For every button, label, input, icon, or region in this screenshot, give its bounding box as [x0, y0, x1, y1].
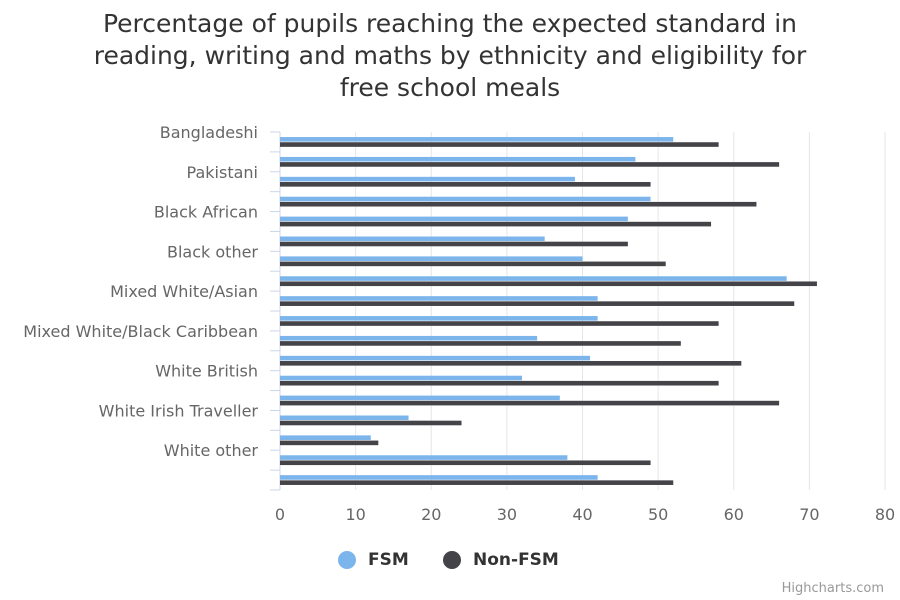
- bar-fsm: [280, 276, 787, 281]
- bar-fsm: [280, 335, 538, 341]
- legend-non-fsm-marker: [443, 551, 461, 569]
- category-label: Mixed White/Asian: [110, 282, 258, 301]
- bar-non-fsm: [280, 201, 757, 207]
- bar-non-fsm: [280, 400, 780, 406]
- bar-fsm: [280, 316, 598, 321]
- bar-fsm: [280, 216, 628, 222]
- bar-non-fsm: [280, 341, 681, 346]
- bar-fsm: [280, 156, 636, 162]
- x-tick-label: 50: [648, 505, 668, 524]
- credits-link[interactable]: Highcharts.com: [781, 581, 884, 596]
- category-label: Black African: [154, 203, 258, 222]
- category-label: Black other: [167, 242, 258, 261]
- bar-fsm: [280, 196, 651, 202]
- bar-fsm: [280, 355, 591, 361]
- bar-non-fsm: [280, 162, 780, 167]
- bar-fsm: [280, 137, 674, 142]
- x-tick-label: 70: [799, 505, 819, 524]
- bar-non-fsm: [280, 281, 817, 287]
- bar-non-fsm: [280, 142, 719, 147]
- legend-fsm-label: FSM: [368, 550, 409, 570]
- x-tick-label: 30: [497, 505, 517, 524]
- chart-title: Percentage of pupils reaching the expect…: [93, 9, 807, 102]
- bar-fsm: [280, 475, 598, 480]
- x-tick-label: 60: [724, 505, 744, 524]
- category-label: Bangladeshi: [160, 123, 258, 142]
- bar-non-fsm: [280, 440, 379, 446]
- bar-non-fsm: [280, 460, 651, 466]
- category-label: Pakistani: [187, 163, 258, 182]
- x-tick-label: 20: [421, 505, 441, 524]
- bar-non-fsm: [280, 261, 666, 267]
- legend-non-fsm-label: Non-FSM: [473, 550, 559, 570]
- bar-fsm: [280, 455, 568, 460]
- bar-fsm: [280, 256, 583, 261]
- x-tick-label: 10: [345, 505, 365, 524]
- bar-non-fsm: [280, 380, 719, 386]
- bar-fsm: [280, 176, 575, 182]
- bar-fsm: [280, 395, 560, 401]
- bar-fsm: [280, 435, 371, 440]
- legend-item-non-fsm[interactable]: Non-FSM: [443, 548, 559, 572]
- bar-non-fsm: [280, 301, 795, 306]
- category-label: Mixed White/Black Caribbean: [23, 322, 258, 341]
- bar-non-fsm: [280, 420, 462, 426]
- legend-item-fsm[interactable]: FSM: [338, 548, 409, 572]
- category-label: White Irish Traveller: [99, 401, 259, 420]
- bar-non-fsm: [280, 480, 674, 485]
- bar-non-fsm: [280, 182, 651, 187]
- x-tick-label: 0: [275, 505, 285, 524]
- legend-fsm-marker: [338, 551, 356, 569]
- category-label: White British: [155, 362, 258, 381]
- bar-non-fsm: [280, 221, 712, 227]
- bar-fsm: [280, 415, 409, 421]
- bar-fsm: [280, 375, 522, 381]
- bar-non-fsm: [280, 361, 742, 366]
- bar-fsm: [280, 296, 598, 301]
- x-tick-label: 80: [875, 505, 895, 524]
- category-label: White other: [164, 441, 259, 460]
- bar-non-fsm: [280, 321, 719, 326]
- bar-non-fsm: [280, 241, 628, 247]
- bar-fsm: [280, 236, 545, 242]
- x-tick-label: 40: [572, 505, 592, 524]
